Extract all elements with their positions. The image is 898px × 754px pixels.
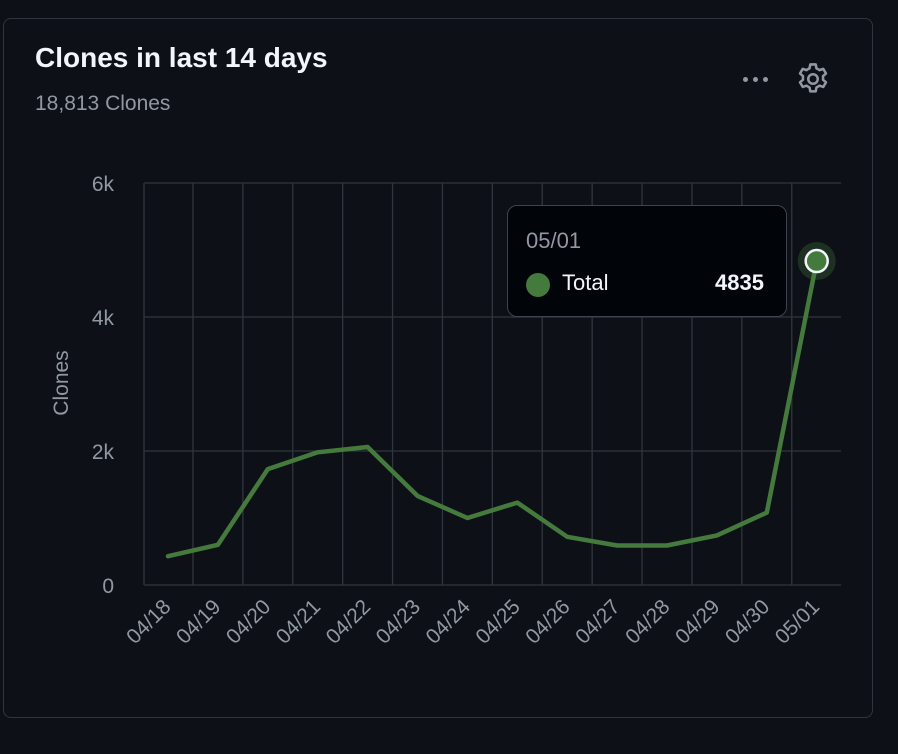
more-dot: [762, 76, 768, 82]
more-dot: [752, 76, 758, 82]
more-dot: [742, 76, 748, 82]
y-tick-label: 0: [102, 575, 114, 598]
more-options-icon[interactable]: [735, 62, 775, 96]
tooltip-series-swatch: [526, 273, 550, 297]
y-tick-label: 4k: [92, 307, 115, 330]
tooltip-series-label: Total: [562, 270, 609, 295]
tooltip-value: 4835: [715, 270, 764, 295]
x-tick-label: 04/27: [571, 595, 624, 648]
x-tick-label: 05/01: [771, 595, 824, 648]
x-tick-label: 04/18: [122, 595, 175, 648]
clones-card: [3, 18, 873, 718]
y-axis-label: Clones: [50, 350, 73, 415]
x-tick-label: 04/23: [372, 595, 425, 648]
clones-total: 18,813 Clones: [35, 92, 171, 115]
series-line-total: [165, 258, 819, 559]
x-tick-label: 04/22: [322, 595, 375, 648]
x-tick-label: 04/29: [671, 595, 724, 648]
x-tick-label: 04/24: [422, 595, 476, 649]
card-title: Clones in last 14 days: [35, 42, 328, 73]
y-tick-label: 2k: [92, 441, 115, 464]
y-tick-label: 6k: [92, 173, 115, 196]
x-tick-label: 04/19: [172, 595, 225, 648]
gear-icon[interactable]: [794, 60, 832, 98]
chart-tooltip: 05/01 Total 4835: [507, 205, 787, 317]
data-point-highlight[interactable]: [804, 248, 829, 274]
x-tick-label: 04/30: [721, 595, 774, 648]
tooltip-date: 05/01: [526, 228, 582, 253]
x-tick-label: 04/28: [621, 595, 674, 648]
x-tick-label: 04/20: [222, 595, 275, 648]
x-tick-label: 04/21: [272, 595, 325, 648]
x-tick-label: 04/25: [471, 595, 524, 648]
x-tick-label: 04/26: [521, 595, 574, 648]
